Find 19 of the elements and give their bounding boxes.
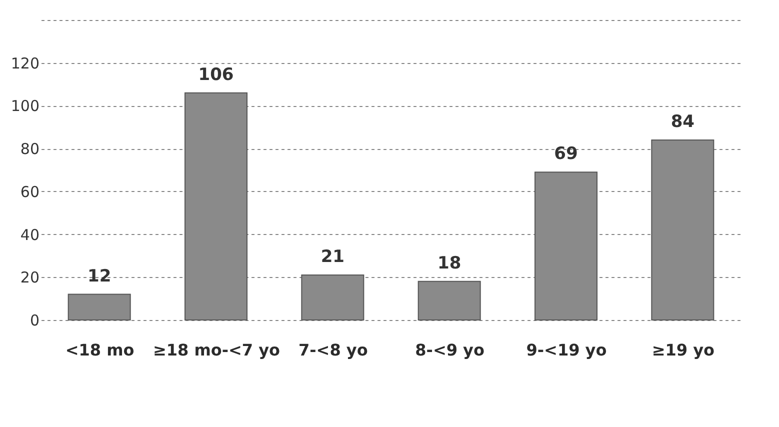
data-label: 21 (320, 247, 345, 267)
x-tick-label: 8-<9 yo (415, 340, 484, 360)
data-label: 106 (198, 64, 234, 85)
x-tick-label: ≥19 yo (652, 340, 715, 360)
y-tick-label: 100 (10, 97, 40, 116)
data-label: 84 (670, 112, 695, 132)
data-label: 12 (87, 266, 112, 286)
x-tick-label: 9-<19 yo (526, 340, 607, 360)
x-tick-label: <18 mo (65, 340, 134, 360)
data-label: 69 (554, 144, 578, 164)
x-tick-label: 7-<8 yo (298, 340, 368, 360)
y-tick-label: 80 (20, 140, 40, 158)
y-tick-label: 0 (30, 312, 40, 330)
y-tick-label: 120 (10, 54, 40, 72)
data-label: 18 (437, 253, 462, 274)
y-tick-label: 20 (20, 268, 40, 287)
y-tick-label: 40 (20, 226, 40, 244)
x-tick-label: ≥18 mo-<7 yo (152, 340, 280, 360)
y-tick-label: 60 (20, 182, 40, 201)
